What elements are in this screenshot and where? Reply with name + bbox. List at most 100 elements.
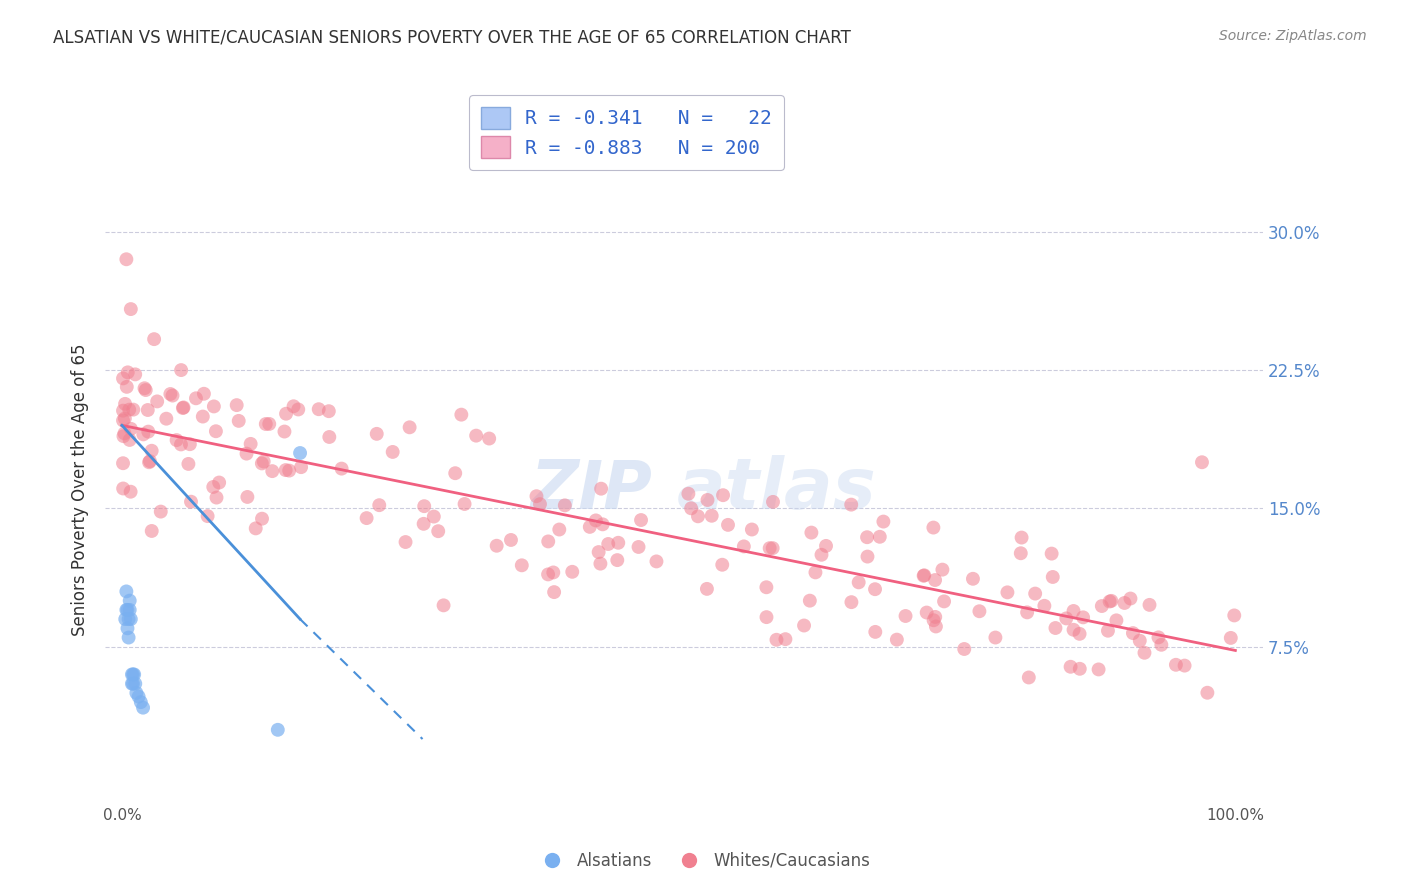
Point	[250, 457, 273, 471]
Point	[510, 558, 533, 573]
Point	[598, 537, 620, 551]
Point	[122, 667, 145, 681]
Point	[645, 554, 668, 568]
Point	[1033, 599, 1056, 613]
Point	[588, 545, 610, 559]
Text: atlas: atlas	[676, 456, 877, 524]
Point	[112, 429, 135, 443]
Point	[122, 402, 145, 417]
Point	[143, 332, 166, 346]
Point	[149, 505, 172, 519]
Point	[125, 686, 148, 700]
Point	[394, 535, 416, 549]
Point	[592, 517, 614, 532]
Point	[267, 723, 290, 737]
Point	[865, 624, 887, 639]
Point	[1069, 627, 1091, 641]
Point	[607, 535, 630, 549]
Point	[114, 426, 136, 441]
Point	[681, 501, 703, 516]
Text: ZIP: ZIP	[530, 457, 652, 523]
Point	[366, 426, 388, 441]
Point	[543, 585, 565, 599]
Point	[139, 454, 162, 468]
Point	[318, 404, 340, 418]
Point	[1024, 586, 1046, 600]
Point	[969, 604, 991, 618]
Point	[1097, 624, 1119, 638]
Point	[924, 610, 946, 624]
Point	[962, 572, 984, 586]
Point	[398, 420, 420, 434]
Point	[799, 593, 821, 607]
Point	[112, 456, 135, 470]
Point	[863, 582, 886, 597]
Point	[308, 402, 330, 417]
Point	[1063, 604, 1085, 618]
Point	[1114, 596, 1136, 610]
Y-axis label: Seniors Poverty Over the Age of 65: Seniors Poverty Over the Age of 65	[72, 343, 89, 636]
Point	[1059, 660, 1081, 674]
Point	[606, 553, 628, 567]
Point	[124, 676, 146, 690]
Point	[1040, 547, 1063, 561]
Point	[931, 563, 953, 577]
Point	[529, 497, 551, 511]
Point	[755, 580, 778, 594]
Point	[800, 525, 823, 540]
Point	[678, 487, 700, 501]
Point	[1071, 610, 1094, 624]
Point	[1139, 598, 1161, 612]
Point	[1098, 594, 1121, 608]
Point	[953, 642, 976, 657]
Point	[1122, 626, 1144, 640]
Point	[922, 520, 945, 534]
Point	[1018, 670, 1040, 684]
Point	[537, 567, 560, 582]
Point	[869, 530, 891, 544]
Point	[548, 523, 571, 537]
Point	[922, 613, 945, 627]
Point	[134, 381, 156, 395]
Point	[239, 437, 262, 451]
Point	[117, 612, 139, 626]
Point	[741, 523, 763, 537]
Point	[711, 488, 734, 502]
Point	[1223, 608, 1246, 623]
Point	[381, 445, 404, 459]
Point	[179, 437, 201, 451]
Point	[117, 603, 139, 617]
Point	[1219, 631, 1241, 645]
Point	[138, 455, 160, 469]
Point	[368, 498, 391, 512]
Point	[848, 575, 870, 590]
Point	[225, 398, 247, 412]
Point	[136, 425, 159, 439]
Point	[554, 499, 576, 513]
Point	[561, 565, 583, 579]
Point	[630, 513, 652, 527]
Point	[118, 433, 141, 447]
Point	[872, 515, 894, 529]
Point	[1147, 631, 1170, 645]
Point	[274, 407, 297, 421]
Point	[733, 540, 755, 554]
Point	[856, 530, 879, 544]
Point	[841, 595, 863, 609]
Point	[235, 447, 257, 461]
Point	[120, 484, 142, 499]
Legend: Alsatians, Whites/Caucasians: Alsatians, Whites/Caucasians	[529, 846, 877, 877]
Point	[121, 676, 143, 690]
Point	[117, 365, 139, 379]
Point	[115, 380, 138, 394]
Point	[205, 424, 228, 438]
Point	[432, 599, 454, 613]
Point	[526, 489, 548, 503]
Point	[278, 464, 301, 478]
Point	[132, 427, 155, 442]
Point	[236, 490, 259, 504]
Point	[924, 573, 946, 587]
Point	[925, 619, 948, 633]
Point	[696, 582, 718, 596]
Point	[136, 403, 159, 417]
